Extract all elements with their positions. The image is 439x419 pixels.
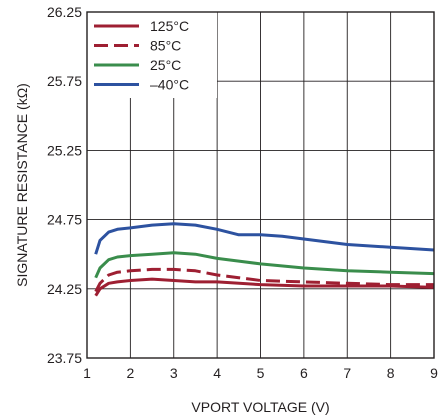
x-tick-label: 6 — [300, 365, 308, 381]
x-tick-label: 1 — [83, 365, 91, 381]
x-tick-label: 3 — [170, 365, 178, 381]
legend-label: 25°C — [150, 57, 181, 73]
series-line-0 — [94, 277, 435, 297]
y-tick-label: 25.75 — [47, 73, 82, 89]
x-axis-title: VPORT VOLTAGE (V) — [191, 399, 329, 415]
y-tick-label: 24.25 — [47, 281, 82, 297]
series-lines — [94, 222, 435, 297]
series-line-1 — [94, 267, 434, 293]
x-tick-label: 9 — [430, 365, 438, 381]
y-tick-label: 23.75 — [47, 350, 82, 366]
y-tick-label: 24.75 — [47, 212, 82, 228]
legend-label: 85°C — [150, 38, 181, 54]
x-tick-label: 5 — [257, 365, 265, 381]
axis-ticks: 1 2 3 4 5 6 7 8 9 23.75 24.25 24.75 25.25 25.75 26.25 — [47, 4, 438, 381]
x-tick-label: 7 — [343, 365, 351, 381]
legend: 125°C 85°C 25°C –40°C — [87, 12, 217, 98]
plot-area-frame — [86, 11, 435, 359]
y-tick-label: 25.25 — [47, 142, 82, 158]
y-tick-label: 26.25 — [47, 4, 82, 20]
legend-label: –40°C — [150, 77, 189, 93]
legend-label: 125°C — [150, 18, 189, 34]
series-line-3 — [94, 222, 435, 255]
grid-lines — [87, 12, 434, 358]
series-line-2 — [94, 251, 435, 279]
x-tick-label: 2 — [126, 365, 134, 381]
y-axis-title: SIGNATURE RESISTANCE (kΩ) — [14, 83, 30, 287]
x-tick-label: 4 — [213, 365, 221, 381]
x-tick-label: 8 — [387, 365, 395, 381]
